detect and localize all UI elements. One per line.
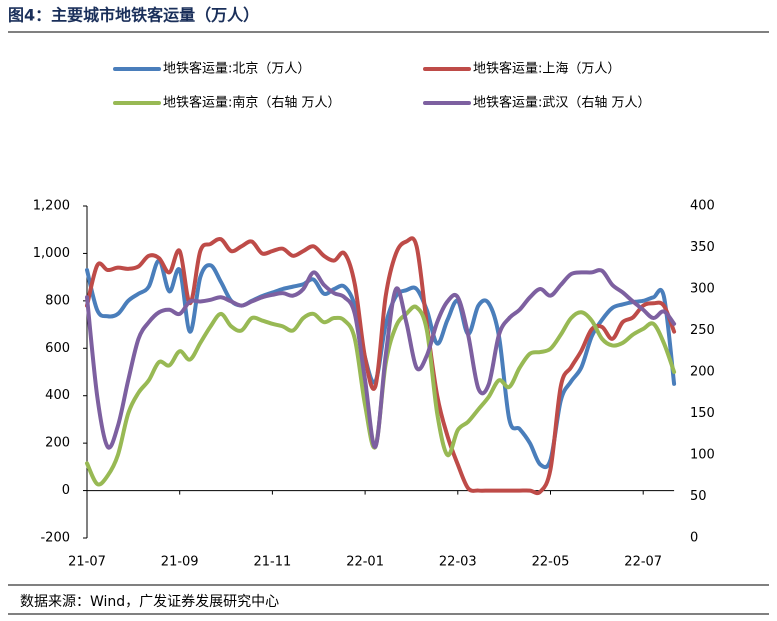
y2-tick-label: 300: [690, 282, 715, 297]
y-tick-label: 1,200: [33, 199, 70, 214]
y2-tick-label: 250: [690, 323, 715, 338]
x-tick-label: 22-07: [624, 555, 662, 570]
y2-tick-label: 150: [690, 406, 715, 421]
y2-tick-label: 50: [690, 489, 707, 504]
x-tick-label: 21-07: [68, 555, 106, 570]
source: 数据来源：Wind，广发证券发展研究中心: [20, 594, 279, 610]
y-tick-label: 0: [62, 483, 70, 498]
y2-tick-label: 350: [690, 240, 715, 255]
y2-tick-label: 400: [690, 199, 715, 214]
x-tick-label: 22-05: [532, 555, 570, 570]
y-tick-label: 400: [45, 388, 70, 403]
legend-label: 地铁客运量:北京（万人）: [163, 61, 310, 77]
y-tick-label: 200: [45, 436, 70, 451]
y-tick-label: 600: [45, 341, 70, 356]
series-line: [85, 236, 677, 496]
legend-label: 地铁客运量:南京（右轴 万人）: [163, 95, 341, 111]
y-tick-label: 1,000: [33, 246, 70, 261]
y2-tick-label: 0: [690, 531, 698, 546]
y2-tick-label: 200: [690, 365, 715, 380]
y2-tick-label: 100: [690, 448, 715, 463]
chart-title: 图4：主要城市地铁客运量（万人）: [8, 6, 259, 25]
legend-label: 地铁客运量:上海（万人）: [473, 61, 620, 77]
x-tick-label: 21-11: [254, 555, 292, 570]
y-tick-label: 800: [45, 293, 70, 308]
x-tick-label: 22-03: [439, 555, 477, 570]
x-tick-label: 22-01: [346, 555, 384, 570]
legend-label: 地铁客运量:武汉（右轴 万人）: [473, 95, 651, 111]
series-line: [85, 268, 677, 450]
x-tick-label: 21-09: [161, 555, 199, 570]
y-tick-label: -200: [40, 531, 70, 546]
